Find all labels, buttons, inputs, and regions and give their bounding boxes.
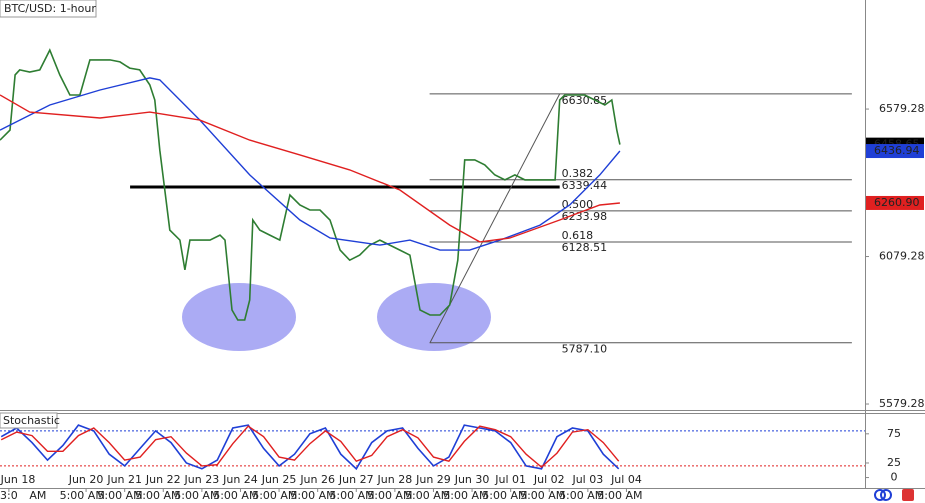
highlight-ellipse (377, 283, 491, 351)
x-time-label: 5:00 AM (252, 489, 297, 502)
price-tag-label: 6436.94 (874, 144, 920, 157)
x-time-label: 5:00 AM (443, 489, 488, 502)
fib-label: 6630.85 (562, 94, 608, 107)
icon[interactable] (874, 489, 886, 501)
x-tick-label: Jul 03 (571, 473, 603, 486)
x-tick-label: Jun 18 (0, 473, 35, 486)
x-time-label: 5:00 AM (597, 489, 642, 502)
x-time-label: AM (29, 489, 46, 502)
x-time-label: 5:00 AM (174, 489, 219, 502)
y-tick-label: 0 (891, 471, 898, 484)
x-tick-label: Jun 27 (338, 473, 374, 486)
x-time-label: 5:00 AM (520, 489, 565, 502)
highlight-ellipse (182, 283, 296, 351)
x-time-label: 5:00 AM (559, 489, 604, 502)
x-time-label: 5:00 AM (329, 489, 374, 502)
price-tag (866, 195, 924, 210)
x-tick-label: Jun 23 (184, 473, 220, 486)
y-tick-label: 5579.28 (879, 397, 925, 410)
toolbar-icons[interactable] (874, 489, 914, 501)
x-tick-label: Jun 22 (145, 473, 181, 486)
fib-label: 6339.44 (562, 179, 608, 192)
x-time-label: 5:00 AM (213, 489, 258, 502)
x-tick-label: Jun 30 (454, 473, 490, 486)
fib-ratio: 0.382 (562, 167, 594, 180)
chart-title: BTC/USD: 1-hour (4, 2, 96, 15)
series-line (0, 77, 621, 251)
y-tick-label: 25 (887, 456, 901, 469)
x-tick-label: Jul 02 (533, 473, 565, 486)
x-time-label: 3:0 (0, 489, 18, 502)
x-tick-label: Jun 21 (106, 473, 142, 486)
icon[interactable] (880, 489, 892, 501)
series-line (0, 48, 621, 321)
x-tick-label: Jun 24 (222, 473, 258, 486)
fib-label: 5787.10 (562, 343, 608, 356)
x-time-label: 5:00 AM (290, 489, 335, 502)
x-tick-label: Jul 04 (610, 473, 642, 486)
fib-ratio: 0.500 (562, 198, 594, 211)
x-time-label: 5:00 AM (482, 489, 527, 502)
title-box (0, 412, 58, 429)
trend-line (429, 93, 561, 343)
fib-ratio: 0.618 (562, 229, 594, 242)
x-time-label: 5:00 AM (97, 489, 142, 502)
icon[interactable] (902, 489, 914, 501)
fib-label: 6233.98 (562, 210, 608, 223)
x-time-label: 5:00 AM (405, 489, 450, 502)
x-time-label: 5:00 AM (60, 489, 105, 502)
x-time-label: 5:00 AM (135, 489, 180, 502)
series-line (0, 424, 620, 471)
panel-title: Stochastic (3, 414, 60, 427)
fib-label: 6128.51 (562, 241, 608, 254)
y-tick-label: 6079.28 (879, 250, 925, 263)
x-tick-label: Jul 01 (494, 473, 526, 486)
x-time-label: 5:00 AM (367, 489, 412, 502)
series-line (0, 425, 620, 469)
y-tick-label: 75 (887, 427, 901, 440)
y-tick-label: 6579.28 (879, 102, 925, 115)
x-tick-label: Jun 26 (299, 473, 335, 486)
x-tick-label: Jun 25 (261, 473, 297, 486)
series-line (0, 94, 620, 243)
title-box (0, 0, 97, 18)
price-tag-label: 6260.90 (874, 196, 920, 209)
x-tick-label: Jun 28 (377, 473, 413, 486)
x-tick-label: Jun 20 (68, 473, 104, 486)
price-tag (866, 144, 924, 159)
x-tick-label: Jun 29 (415, 473, 451, 486)
